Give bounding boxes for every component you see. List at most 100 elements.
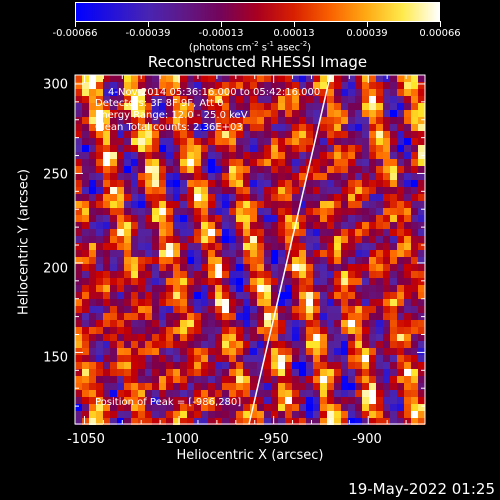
image-pixel [96, 390, 103, 397]
image-pixel [341, 369, 348, 376]
image-pixel [320, 131, 327, 138]
image-pixel [145, 96, 152, 103]
image-pixel [215, 355, 222, 362]
image-pixel [306, 96, 313, 103]
image-pixel [292, 117, 299, 124]
image-pixel [320, 124, 327, 131]
image-pixel [383, 411, 390, 418]
image-pixel [285, 131, 292, 138]
image-pixel [257, 313, 264, 320]
image-pixel [411, 390, 418, 397]
image-pixel [369, 369, 376, 376]
image-pixel [180, 138, 187, 145]
image-pixel [89, 383, 96, 390]
image-pixel [103, 229, 110, 236]
image-pixel [75, 285, 82, 292]
image-pixel [82, 131, 89, 138]
image-pixel [348, 187, 355, 194]
image-pixel [124, 110, 131, 117]
image-pixel [229, 138, 236, 145]
image-pixel [348, 110, 355, 117]
image-pixel [173, 418, 180, 425]
image-pixel [89, 362, 96, 369]
image-pixel [131, 278, 138, 285]
image-pixel [362, 313, 369, 320]
image-pixel [166, 145, 173, 152]
colorbar-label: -0.00013 [198, 28, 244, 39]
image-pixel [229, 201, 236, 208]
image-pixel [411, 82, 418, 89]
image-pixel [152, 292, 159, 299]
image-pixel [159, 306, 166, 313]
image-pixel [397, 355, 404, 362]
image-pixel [117, 145, 124, 152]
image-pixel [264, 145, 271, 152]
image-pixel [355, 292, 362, 299]
image-pixel [152, 376, 159, 383]
image-pixel [75, 334, 82, 341]
image-pixel [313, 187, 320, 194]
image-pixel [236, 397, 243, 404]
image-pixel [131, 124, 138, 131]
image-pixel [82, 362, 89, 369]
image-pixel [390, 159, 397, 166]
image-pixel [208, 152, 215, 159]
image-pixel [341, 292, 348, 299]
image-pixel [334, 208, 341, 215]
image-pixel [187, 320, 194, 327]
image-pixel [397, 306, 404, 313]
image-pixel [285, 229, 292, 236]
image-pixel [222, 320, 229, 327]
image-pixel [215, 173, 222, 180]
image-pixel [110, 355, 117, 362]
image-pixel [355, 306, 362, 313]
image-pixel [96, 117, 103, 124]
image-pixel [124, 117, 131, 124]
image-pixel [355, 369, 362, 376]
image-pixel [229, 180, 236, 187]
image-pixel [243, 117, 250, 124]
image-pixel [376, 362, 383, 369]
image-pixel [355, 376, 362, 383]
image-pixel [75, 306, 82, 313]
image-pixel [173, 75, 180, 82]
image-pixel [194, 89, 201, 96]
image-pixel [124, 390, 131, 397]
image-pixel [397, 152, 404, 159]
image-pixel [131, 166, 138, 173]
image-pixel [320, 75, 327, 82]
image-pixel [285, 159, 292, 166]
image-pixel [299, 75, 306, 82]
image-pixel [173, 397, 180, 404]
image-pixel [404, 110, 411, 117]
image-pixel [117, 313, 124, 320]
image-pixel [110, 383, 117, 390]
image-pixel [117, 75, 124, 82]
image-pixel [376, 82, 383, 89]
image-pixel [250, 292, 257, 299]
image-pixel [362, 236, 369, 243]
image-pixel [383, 145, 390, 152]
image-pixel [173, 124, 180, 131]
image-pixel [131, 180, 138, 187]
image-pixel [411, 299, 418, 306]
image-pixel [264, 131, 271, 138]
image-pixel [285, 299, 292, 306]
image-pixel [418, 257, 425, 264]
image-pixel [418, 292, 425, 299]
image-pixel [166, 243, 173, 250]
image-pixel [229, 383, 236, 390]
image-pixel [285, 124, 292, 131]
image-pixel [362, 152, 369, 159]
image-pixel [131, 313, 138, 320]
image-pixel [201, 187, 208, 194]
image-pixel [152, 390, 159, 397]
image-pixel [138, 390, 145, 397]
image-pixel [166, 166, 173, 173]
image-pixel [334, 369, 341, 376]
image-pixel [201, 418, 208, 425]
image-pixel [348, 243, 355, 250]
image-pixel [103, 103, 110, 110]
image-pixel [103, 243, 110, 250]
image-pixel [75, 271, 82, 278]
